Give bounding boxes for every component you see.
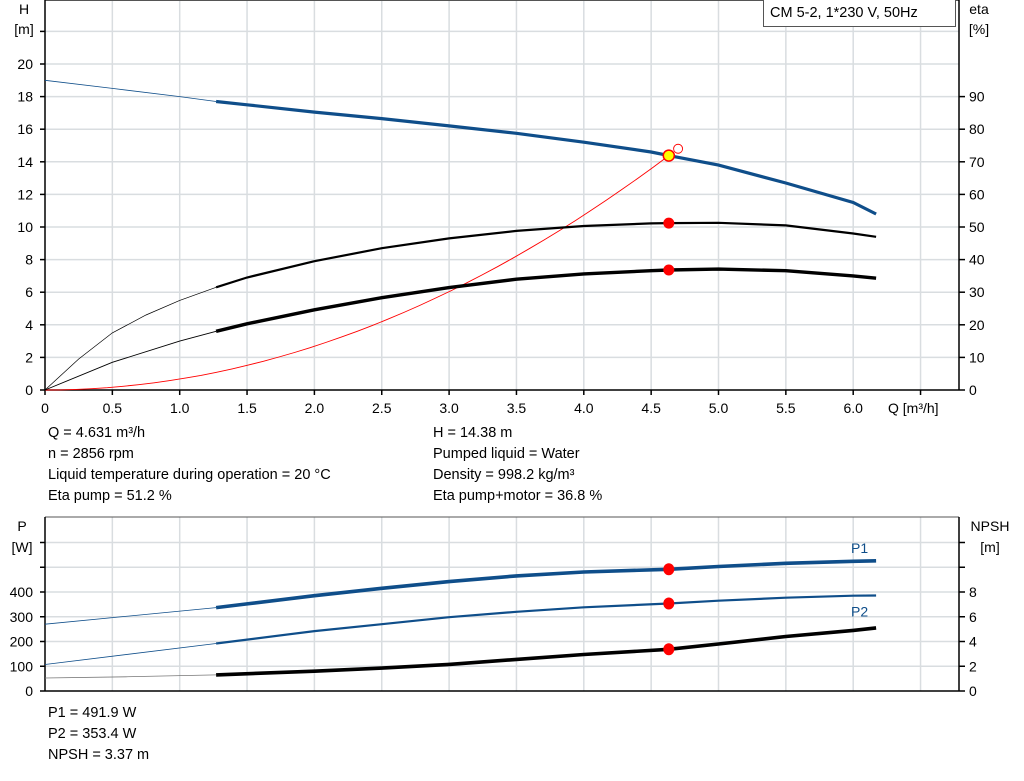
y-axis-label: P xyxy=(17,518,26,534)
y-tick-label: 4 xyxy=(25,317,33,333)
y-right-tick-label: 0 xyxy=(969,382,977,398)
eta-pump-motor-curve xyxy=(215,267,877,333)
y-tick-label: 0 xyxy=(25,683,33,699)
eta-pump-motor-duty-marker xyxy=(663,264,675,276)
x-tick-label: 3.0 xyxy=(439,400,459,416)
y-right-tick-label: 40 xyxy=(969,252,985,268)
p2-duty-marker xyxy=(663,597,675,610)
y-right-tick-label: 30 xyxy=(969,284,985,300)
y-right-tick-label: 20 xyxy=(969,317,985,333)
npsh-duty-marker xyxy=(663,643,675,656)
y-tick-label: 18 xyxy=(17,89,33,105)
duty-point-marker xyxy=(662,149,676,162)
P1-curve-thin xyxy=(44,607,217,625)
info-head: H = 14.38 m xyxy=(433,425,513,441)
eta-pump-duty-marker xyxy=(663,217,675,229)
y-right-tick-label: 80 xyxy=(969,121,985,137)
y-tick-label: 10 xyxy=(17,219,33,235)
x-tick-label: 2.0 xyxy=(305,400,325,416)
y-right-tick-label: 90 xyxy=(969,89,985,105)
y-axis-unit: [m] xyxy=(14,21,33,37)
P2-series-label: P2 xyxy=(851,603,868,619)
eta-pump-curve-thin xyxy=(44,286,217,391)
y-right-axis-unit: [m] xyxy=(980,539,999,555)
NPSH-curve xyxy=(216,626,877,677)
head-curve-thin xyxy=(44,79,217,102)
x-tick-label: 5.5 xyxy=(776,400,796,416)
y-right-tick-label: 70 xyxy=(969,154,985,170)
x-tick-label: 4.5 xyxy=(641,400,661,416)
x-tick-label: 0.5 xyxy=(103,400,123,416)
y-right-axis-label: NPSH xyxy=(971,518,1010,534)
info-liquid-temp: Liquid temperature during operation = 20… xyxy=(48,467,331,483)
y-tick-label: 0 xyxy=(25,382,33,398)
y-right-tick-label: 50 xyxy=(969,219,985,235)
P1-curve xyxy=(215,559,877,610)
y-right-tick-label: 0 xyxy=(969,683,977,699)
x-tick-label: 6.0 xyxy=(843,400,863,416)
y-tick-label: 14 xyxy=(17,154,33,170)
y-right-tick-label: 10 xyxy=(969,349,985,365)
x-tick-label: 5.0 xyxy=(709,400,729,416)
y-tick-label: 16 xyxy=(17,121,33,137)
y-right-tick-label: 60 xyxy=(969,186,985,202)
y-tick-label: 12 xyxy=(17,186,33,202)
y-right-tick-label: 8 xyxy=(969,584,977,600)
y-axis-label: H xyxy=(19,1,29,17)
info-top-right: H = 14.38 m Pumped liquid = Water Densit… xyxy=(433,423,602,507)
y-right-axis-unit: [%] xyxy=(969,21,989,37)
y-right-tick-label: 2 xyxy=(969,658,977,674)
y-tick-label: 300 xyxy=(10,609,34,625)
x-tick-label: 2.5 xyxy=(372,400,392,416)
y-tick-label: 8 xyxy=(25,252,33,268)
y-tick-label: 200 xyxy=(10,634,34,650)
info-pumped-liquid: Pumped liquid = Water xyxy=(433,446,580,462)
open-marker xyxy=(673,143,684,154)
info-eta-pump-motor: Eta pump+motor = 36.8 % xyxy=(433,488,603,504)
info-npsh: NPSH = 3.37 m xyxy=(48,747,150,763)
x-tick-label: 0 xyxy=(41,400,49,416)
eta-pump-curve xyxy=(215,221,877,289)
y-right-tick-label: 6 xyxy=(969,609,977,625)
x-axis-label: Q [m³/h] xyxy=(888,400,939,416)
y-right-axis-label: eta xyxy=(969,1,989,17)
y-tick-label: 100 xyxy=(10,658,34,674)
y-tick-label: 6 xyxy=(25,284,33,300)
info-density: Density = 998.2 kg/m³ xyxy=(433,467,575,483)
eta-pump-motor-curve-thin xyxy=(44,330,217,391)
x-tick-label: 3.5 xyxy=(507,400,527,416)
info-eta-pump: Eta pump = 51.2 % xyxy=(48,488,172,504)
info-top-left: Q = 4.631 m³/h n = 2856 rpm Liquid tempe… xyxy=(48,423,331,507)
x-tick-label: 4.0 xyxy=(574,400,594,416)
x-tick-label: 1.5 xyxy=(237,400,257,416)
y-tick-label: 2 xyxy=(25,349,33,365)
y-axis-unit: [W] xyxy=(12,539,33,555)
y-tick-label: 20 xyxy=(17,56,33,72)
info-p2: P2 = 353.4 W xyxy=(48,726,137,742)
P2-curve-thin xyxy=(44,643,217,665)
head-curve xyxy=(215,99,877,216)
info-flow: Q = 4.631 m³/h xyxy=(48,425,146,441)
chart-title-box: CM 5-2, 1*230 V, 50Hz xyxy=(763,0,956,27)
info-p1: P1 = 491.9 W xyxy=(48,705,137,721)
P2-curve xyxy=(215,594,877,645)
info-bottom: P1 = 491.9 W P2 = 353.4 W NPSH = 3.37 m xyxy=(48,703,149,766)
info-speed: n = 2856 rpm xyxy=(48,446,134,462)
system-curve xyxy=(44,155,670,391)
p1-duty-marker xyxy=(663,563,675,576)
y-right-tick-label: 4 xyxy=(969,634,977,650)
y-tick-label: 400 xyxy=(10,584,34,600)
x-tick-label: 1.0 xyxy=(170,400,190,416)
NPSH-curve-thin xyxy=(44,674,217,679)
P1-series-label: P1 xyxy=(851,540,868,556)
